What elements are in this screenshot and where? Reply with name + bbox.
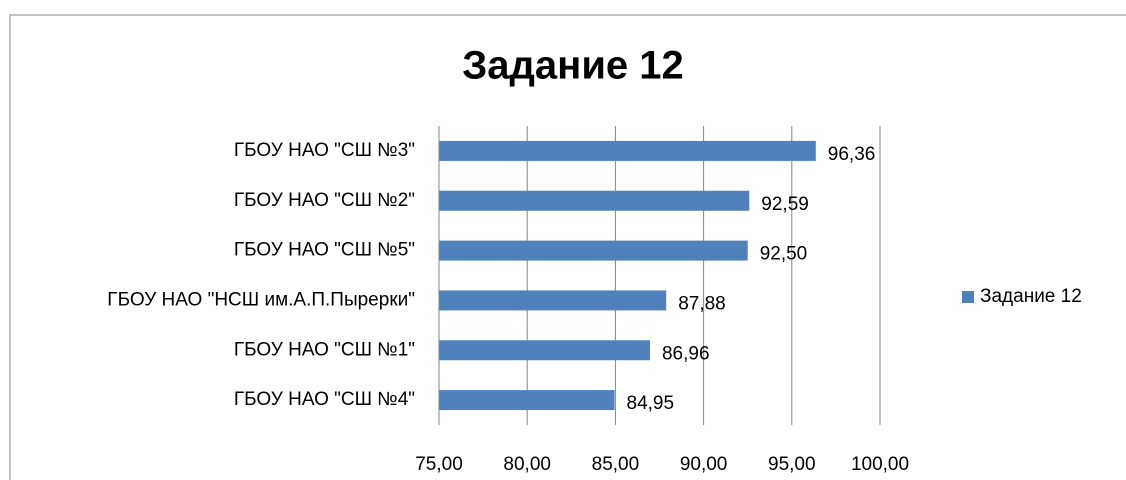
bar <box>439 290 667 311</box>
legend-label: Задание 12 <box>980 286 1082 307</box>
y-tick-label: ГБОУ НАО "СШ №4" <box>234 389 415 410</box>
x-tick-label: 85,00 <box>592 454 640 475</box>
y-tick-label: ГБОУ НАО "СШ №2" <box>234 190 415 211</box>
x-tick-label: 90,00 <box>680 454 728 475</box>
data-label: 87,88 <box>678 293 726 314</box>
y-tick-label: ГБОУ НАО "СШ №1" <box>234 339 415 360</box>
data-label: 86,96 <box>662 343 710 364</box>
x-tick-label: 95,00 <box>768 454 816 475</box>
data-label: 84,95 <box>627 393 675 414</box>
x-tick-label: 80,00 <box>503 454 551 475</box>
bar <box>439 190 750 211</box>
x-tick-label: 75,00 <box>415 454 463 475</box>
data-label: 92,59 <box>761 194 809 215</box>
y-tick-label: ГБОУ НАО "НСШ им.А.П.Пырерки" <box>107 289 415 310</box>
chart-border <box>9 14 1126 480</box>
bar <box>439 140 816 161</box>
data-label: 96,36 <box>828 144 876 165</box>
y-tick-label: ГБОУ НАО "СШ №3" <box>234 140 415 161</box>
bar <box>439 340 650 361</box>
chart-title: Задание 12 <box>462 44 684 88</box>
legend-swatch <box>962 291 974 303</box>
data-label: 92,50 <box>760 244 808 265</box>
x-tick-label: 100,00 <box>851 454 909 475</box>
bar <box>439 240 748 261</box>
bar <box>439 390 615 411</box>
y-tick-label: ГБОУ НАО "СШ №5" <box>234 240 415 261</box>
